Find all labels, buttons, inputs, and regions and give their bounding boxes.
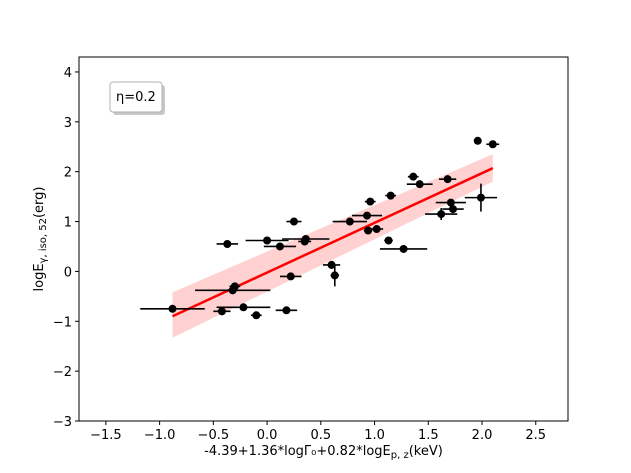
x-tick-label: 2.0 — [472, 428, 493, 443]
legend-label: η=0.2 — [116, 90, 156, 105]
x-axis-label-unit: (keV) — [409, 444, 443, 459]
x-tick-label: −1.5 — [90, 428, 122, 443]
data-point — [263, 236, 272, 245]
data-point — [286, 272, 295, 281]
data-point-group — [279, 272, 302, 281]
fit-line-layer — [171, 167, 494, 318]
x-axis-label: -4.39+1.36*logΓ₀+0.82*logEp, z(keV) — [204, 444, 443, 461]
data-point-group — [486, 140, 500, 149]
data-point — [449, 205, 458, 214]
data-point — [473, 136, 482, 145]
x-tick-label: 1.5 — [418, 428, 439, 443]
data-point — [345, 217, 354, 226]
x-tick-label: 1.0 — [364, 428, 385, 443]
data-point-group — [384, 236, 393, 245]
data-point — [289, 217, 298, 226]
y-axis-label-unit: (erg) — [32, 186, 47, 218]
data-point-group — [407, 172, 419, 181]
data-point-group — [275, 306, 298, 315]
data-point-group — [216, 303, 271, 312]
data-points-layer — [140, 136, 500, 320]
data-point-group — [286, 217, 302, 226]
data-point — [217, 307, 226, 316]
data-point — [239, 303, 248, 312]
data-point-group — [351, 211, 383, 220]
data-point-group — [140, 304, 205, 313]
x-tick-label: −0.5 — [198, 428, 230, 443]
data-point-group — [332, 217, 368, 226]
data-point — [301, 235, 310, 243]
data-point-group — [364, 197, 376, 206]
data-point-group — [229, 282, 241, 291]
data-point — [386, 191, 395, 200]
data-point-group — [216, 239, 239, 248]
x-axis-label-main: -4.39+1.36*logΓ₀+0.82*logE — [204, 444, 391, 459]
data-point-group — [363, 226, 373, 235]
data-point-group — [442, 205, 464, 214]
data-point — [168, 304, 177, 313]
y-tick-label: 3 — [64, 116, 72, 131]
y-axis-label: logEγ, iso, 52(erg) — [32, 186, 49, 291]
y-tick-label: −1 — [53, 315, 72, 330]
y-tick-label: −2 — [53, 365, 72, 380]
data-point-group — [379, 244, 428, 253]
data-point-group — [370, 225, 384, 234]
data-point-group — [263, 242, 297, 251]
data-point — [282, 306, 291, 315]
data-point-group — [385, 191, 397, 200]
y-tick-label: 4 — [64, 66, 72, 81]
confidence-band — [172, 154, 493, 338]
y-tick-label: −3 — [53, 415, 72, 430]
y-tick-label: 1 — [64, 216, 72, 231]
data-point — [476, 193, 485, 202]
x-tick-label: 0.0 — [257, 428, 278, 443]
data-point-group — [282, 235, 330, 243]
data-point-group — [473, 136, 482, 145]
data-point — [446, 198, 455, 207]
x-tick-label: −1.0 — [144, 428, 176, 443]
data-point-group — [322, 260, 341, 269]
plot-frame — [78, 56, 569, 422]
data-point-group — [406, 180, 433, 189]
data-point — [443, 175, 452, 184]
data-point — [364, 226, 373, 235]
x-tick-label: 0.5 — [310, 428, 331, 443]
legend-box — [109, 81, 163, 113]
data-point — [415, 180, 424, 189]
data-point-group — [245, 236, 289, 245]
data-point — [366, 197, 375, 206]
data-point — [330, 271, 339, 280]
data-point — [275, 242, 284, 251]
y-axis-ticks: −3 −2 −1 0 1 2 3 4 — [53, 66, 79, 430]
data-point — [363, 211, 372, 220]
data-point-group — [435, 198, 466, 207]
data-point — [252, 311, 261, 320]
y-tick-label: 0 — [64, 265, 72, 280]
data-point — [327, 260, 336, 269]
data-point-group — [464, 183, 498, 212]
data-point — [409, 172, 418, 181]
data-point — [372, 225, 381, 234]
data-point — [437, 210, 446, 219]
data-point — [384, 236, 393, 245]
data-point-group — [439, 175, 457, 184]
fit-line — [171, 167, 494, 318]
legend: η=0.2 — [109, 81, 165, 115]
data-point — [399, 244, 408, 253]
x-axis-ticks: −1.5 −1.0 −0.5 0.0 0.5 1.0 1.5 2.0 2.5 — [90, 421, 546, 443]
confidence-band-layer — [172, 154, 493, 338]
y-axis-label-main: logE — [32, 263, 47, 291]
data-point — [230, 282, 239, 291]
data-point-group — [425, 208, 458, 221]
data-point-group — [330, 264, 340, 287]
y-axis-label-subscript: γ, iso, 52 — [38, 218, 49, 263]
x-tick-label: 2.5 — [525, 428, 546, 443]
data-point-group — [250, 311, 262, 320]
data-point — [488, 140, 497, 149]
x-axis-label-subscript: p, z — [391, 450, 409, 461]
data-point — [223, 239, 232, 248]
data-point-group — [213, 307, 231, 316]
y-tick-label: 2 — [64, 166, 72, 181]
